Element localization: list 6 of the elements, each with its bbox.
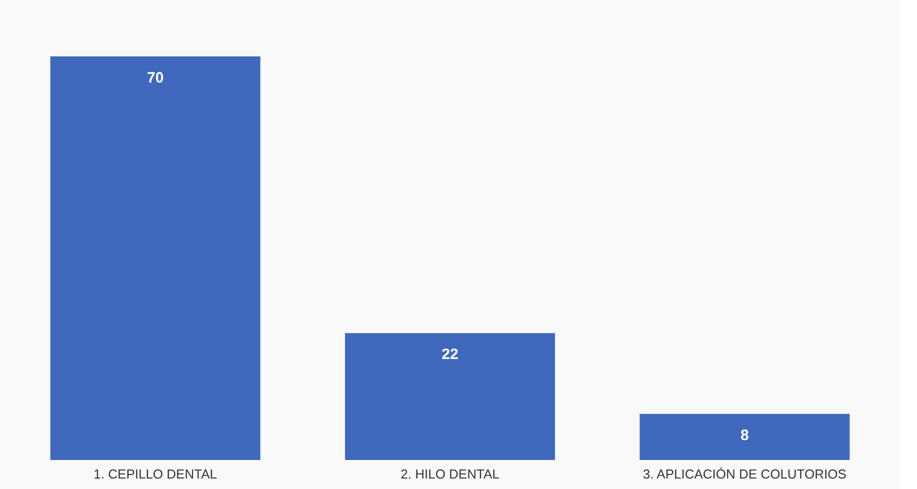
data-label: 8 — [740, 426, 749, 444]
data-label: 70 — [146, 69, 164, 86]
x-tick-label: 2. HILO DENTAL — [400, 466, 500, 482]
data-label: 22 — [442, 346, 458, 364]
x-tick-label: 1. CEPILLO DENTAL — [94, 466, 217, 482]
x-tick-label: 3. APLICACIÓN DE COLUTORIOS — [642, 466, 847, 482]
